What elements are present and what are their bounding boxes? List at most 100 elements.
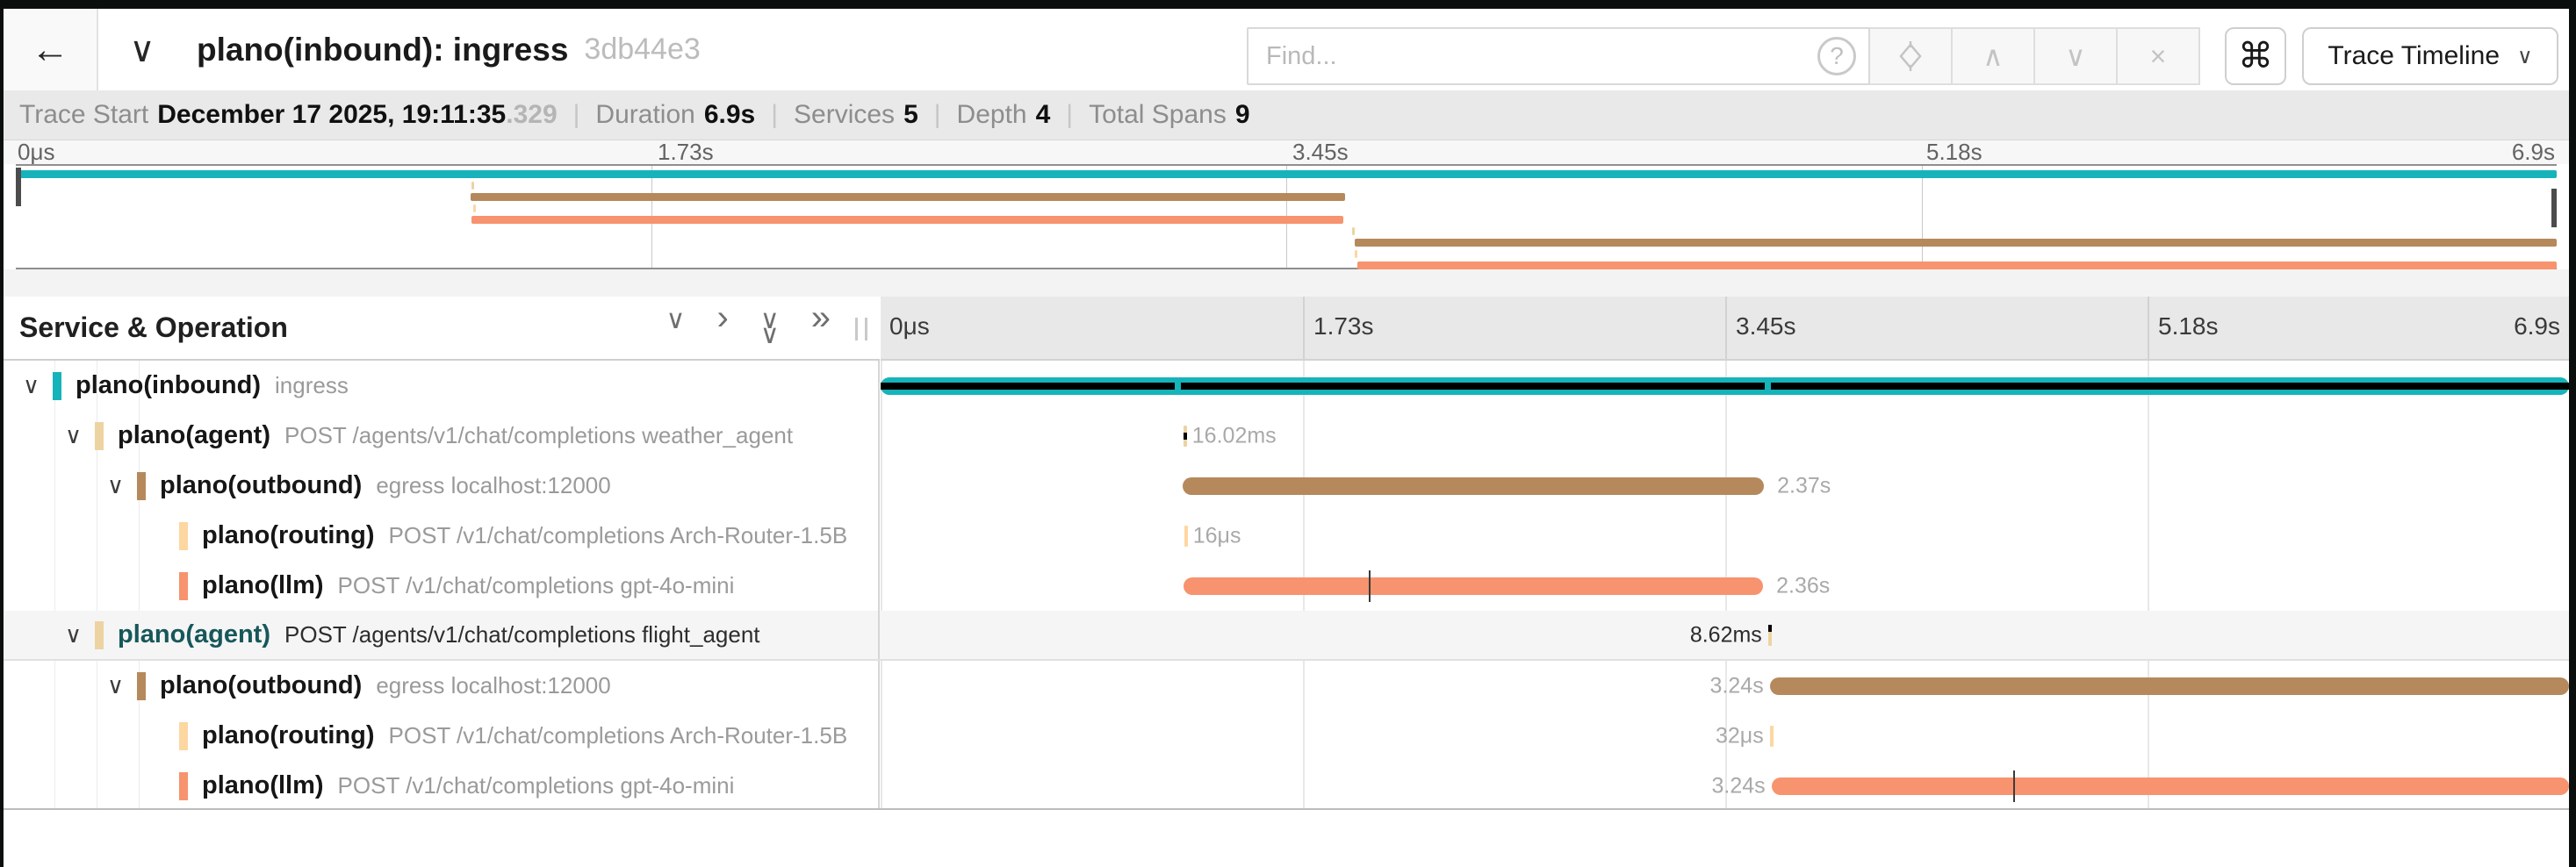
span-bar-cell[interactable]: 3.24s <box>881 761 2569 808</box>
operation-name: POST /v1/chat/completions gpt-4o-mini <box>337 772 735 799</box>
span-rows: ∨ plano(inbound) ingress ∨ plano(agent) … <box>4 361 2569 810</box>
span-tree-cell[interactable]: ∨ plano(outbound) egress localhost:12000 <box>4 661 880 711</box>
find-input[interactable] <box>1248 41 1817 71</box>
minimap-right-scrubber[interactable] <box>2551 189 2557 227</box>
trace-viewer-window: ← ∨ plano(inbound): ingress 3db44e3 ? ∧ … <box>4 9 2569 867</box>
span-bar-cell[interactable]: 2.37s <box>881 461 2569 511</box>
operation-name: POST /v1/chat/completions Arch-Router-1.… <box>388 722 848 749</box>
next-result-button[interactable]: ∨ <box>2035 27 2118 85</box>
span-bar[interactable] <box>1184 525 1189 547</box>
column-resizer[interactable] <box>855 318 867 340</box>
service-color-bar <box>137 471 146 500</box>
span-duration: 16.02ms <box>1191 423 1277 448</box>
span-duration: 32μs <box>1716 723 1764 748</box>
chevron-down-icon[interactable]: ∨ <box>23 372 40 398</box>
trace-start-fraction: .329 <box>506 100 558 129</box>
close-icon: × <box>2149 39 2167 72</box>
span-duration: 2.37s <box>1777 473 1831 498</box>
chevron-down-icon[interactable]: ∨ <box>107 672 125 699</box>
span-bar-cell[interactable]: 3.24s <box>881 661 2569 711</box>
find-box: ? <box>1247 27 1870 85</box>
depth-label: Depth <box>956 100 1027 129</box>
chevron-down-icon[interactable]: ∨ <box>65 422 83 448</box>
span-tree-cell[interactable]: ∨ plano(inbound) ingress <box>4 361 880 411</box>
span-duration: 3.24s <box>1711 773 1766 798</box>
minimap-axis: 0μs 1.73s 3.45s 5.18s 6.9s <box>4 139 2569 165</box>
minimap-span <box>1352 227 1356 235</box>
help-icon[interactable]: ? <box>1817 37 1856 75</box>
span-bar-cell[interactable]: 16μs <box>881 511 2569 561</box>
span-bar[interactable] <box>1770 677 2569 695</box>
span-bar-cell[interactable] <box>881 361 2569 411</box>
collapse-all-button[interactable]: ∨ ∨ <box>759 307 780 349</box>
trace-start-value: December 17 2025, 19:11:35 <box>157 100 507 129</box>
service-name: plano(outbound) <box>160 671 363 699</box>
trace-minimap[interactable] <box>16 164 2557 269</box>
span-bar[interactable] <box>1770 725 1774 747</box>
chevron-down-icon[interactable]: ∨ <box>65 621 83 648</box>
log-marker[interactable] <box>2013 770 2016 802</box>
total-spans-label: Total Spans <box>1089 100 1227 129</box>
span-row[interactable]: ∨ plano(outbound) egress localhost:12000… <box>4 661 2569 711</box>
span-bar-cell[interactable]: 16.02ms <box>881 411 2569 461</box>
operation-name: ingress <box>275 372 349 398</box>
span-row[interactable]: plano(routing) POST /v1/chat/completions… <box>4 711 2569 761</box>
command-icon: ⌘ <box>2238 37 2273 75</box>
span-bar-cell[interactable]: 32μs <box>881 711 2569 761</box>
trace-collapse-button[interactable]: ∨ <box>98 9 186 90</box>
header-bar: ← ∨ plano(inbound): ingress 3db44e3 ? ∧ … <box>4 9 2569 90</box>
collapse-one-button[interactable]: ∨ <box>666 307 685 342</box>
view-selector-label: Trace Timeline <box>2328 41 2500 70</box>
indent-guide <box>139 361 140 808</box>
trace-metadata-bar: Trace Start December 17 2025, 19:11:35 .… <box>4 90 2569 140</box>
span-row[interactable]: plano(llm) POST /v1/chat/completions gpt… <box>4 761 2569 808</box>
prev-result-button[interactable]: ∧ <box>1953 27 2035 85</box>
span-row[interactable]: ∨ plano(agent) POST /agents/v1/chat/comp… <box>4 611 2569 661</box>
span-row[interactable]: plano(llm) POST /v1/chat/completions gpt… <box>4 561 2569 611</box>
span-row[interactable]: ∨ plano(outbound) egress localhost:12000… <box>4 461 2569 511</box>
span-duration: 3.24s <box>1709 673 1764 698</box>
span-bar[interactable] <box>1772 777 2569 795</box>
service-name: plano(llm) <box>202 571 324 599</box>
span-bar[interactable] <box>1183 476 1764 495</box>
expand-all-button[interactable]: » <box>811 300 831 342</box>
span-bar[interactable] <box>881 376 2569 395</box>
operation-name: egress localhost:12000 <box>376 672 611 699</box>
span-bar-cell[interactable]: 2.36s <box>881 561 2569 611</box>
back-button[interactable]: ← <box>4 9 98 90</box>
keyboard-shortcuts-button[interactable]: ⌘ <box>2225 27 2286 85</box>
chevron-down-icon[interactable]: ∨ <box>107 472 125 498</box>
span-tree-cell[interactable]: plano(llm) POST /v1/chat/completions gpt… <box>4 761 880 808</box>
minimap-span <box>471 182 475 190</box>
span-bar[interactable] <box>1768 624 1773 646</box>
span-row[interactable]: ∨ plano(inbound) ingress <box>4 361 2569 411</box>
reframe-button[interactable] <box>1870 27 1953 85</box>
back-arrow-icon: ← <box>31 27 69 71</box>
span-bar[interactable] <box>1184 577 1763 595</box>
span-tree-cell[interactable]: ∨ plano(agent) POST /agents/v1/chat/comp… <box>4 411 880 461</box>
span-tree-cell[interactable]: plano(llm) POST /v1/chat/completions gpt… <box>4 561 880 611</box>
span-tree-cell[interactable]: ∨ plano(agent) POST /agents/v1/chat/comp… <box>4 611 880 659</box>
header-controls: ? ∧ ∨ × ⌘ Trace Timeline ∨ <box>1247 27 2558 85</box>
span-row[interactable]: ∨ plano(agent) POST /agents/v1/chat/comp… <box>4 411 2569 461</box>
ruler-line <box>1725 297 1727 359</box>
span-tree-cell[interactable]: plano(routing) POST /v1/chat/completions… <box>4 711 880 761</box>
view-selector-button[interactable]: Trace Timeline ∨ <box>2302 27 2558 85</box>
span-row[interactable]: plano(routing) POST /v1/chat/completions… <box>4 511 2569 561</box>
ruler-tick: 0μs <box>889 312 930 340</box>
timeline-gridline <box>2148 361 2149 808</box>
span-tree-cell[interactable]: plano(routing) POST /v1/chat/completions… <box>4 511 880 561</box>
span-tree-cell[interactable]: ∨ plano(outbound) egress localhost:12000 <box>4 461 880 511</box>
log-marker[interactable] <box>1368 570 1371 602</box>
minimap-left-scrubber[interactable] <box>16 168 21 206</box>
span-bar-cell[interactable]: 8.62ms <box>881 611 2569 659</box>
timeline-gridline <box>881 361 882 808</box>
double-chevron-down-icon: ∨ <box>759 319 780 349</box>
span-duration: 8.62ms <box>1689 622 1762 647</box>
tree-controls: ∨ › ∨ ∨ » <box>666 300 831 349</box>
span-bar[interactable] <box>1184 425 1188 447</box>
minimap-span <box>1355 239 2557 247</box>
service-name: plano(inbound) <box>76 371 261 399</box>
expand-one-button[interactable]: › <box>716 300 728 342</box>
clear-search-button[interactable]: × <box>2118 27 2200 85</box>
